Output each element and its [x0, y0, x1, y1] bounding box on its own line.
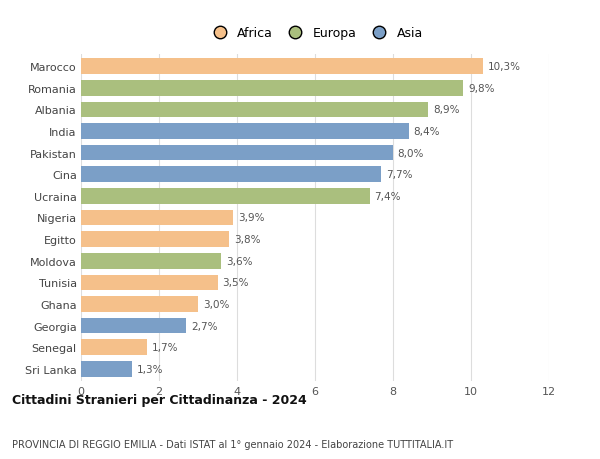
Text: PROVINCIA DI REGGIO EMILIA - Dati ISTAT al 1° gennaio 2024 - Elaborazione TUTTIT: PROVINCIA DI REGGIO EMILIA - Dati ISTAT … — [12, 439, 453, 449]
Text: 8,4%: 8,4% — [413, 127, 440, 137]
Text: Cittadini Stranieri per Cittadinanza - 2024: Cittadini Stranieri per Cittadinanza - 2… — [12, 393, 307, 406]
Text: 8,9%: 8,9% — [433, 105, 459, 115]
Text: 10,3%: 10,3% — [487, 62, 520, 72]
Text: 7,4%: 7,4% — [374, 191, 401, 202]
Text: 3,8%: 3,8% — [234, 235, 260, 245]
Text: 1,7%: 1,7% — [152, 342, 178, 353]
Bar — [81, 59, 483, 75]
Text: 7,7%: 7,7% — [386, 170, 412, 180]
Bar — [81, 81, 463, 96]
Bar — [81, 275, 218, 291]
Text: 3,5%: 3,5% — [222, 278, 248, 288]
Text: 9,8%: 9,8% — [468, 84, 494, 94]
Bar — [81, 189, 370, 204]
Bar — [81, 361, 132, 377]
Legend: Africa, Europa, Asia: Africa, Europa, Asia — [205, 24, 425, 42]
Text: 2,7%: 2,7% — [191, 321, 217, 331]
Text: 3,9%: 3,9% — [238, 213, 264, 223]
Text: 3,6%: 3,6% — [226, 256, 253, 266]
Bar — [81, 253, 221, 269]
Bar — [81, 340, 148, 355]
Text: 1,3%: 1,3% — [136, 364, 163, 374]
Bar — [81, 318, 187, 334]
Text: 3,0%: 3,0% — [203, 299, 229, 309]
Bar — [81, 297, 198, 312]
Text: 8,0%: 8,0% — [398, 148, 424, 158]
Bar — [81, 167, 382, 183]
Bar — [81, 124, 409, 140]
Bar — [81, 146, 393, 161]
Bar — [81, 232, 229, 247]
Bar — [81, 102, 428, 118]
Bar — [81, 210, 233, 226]
